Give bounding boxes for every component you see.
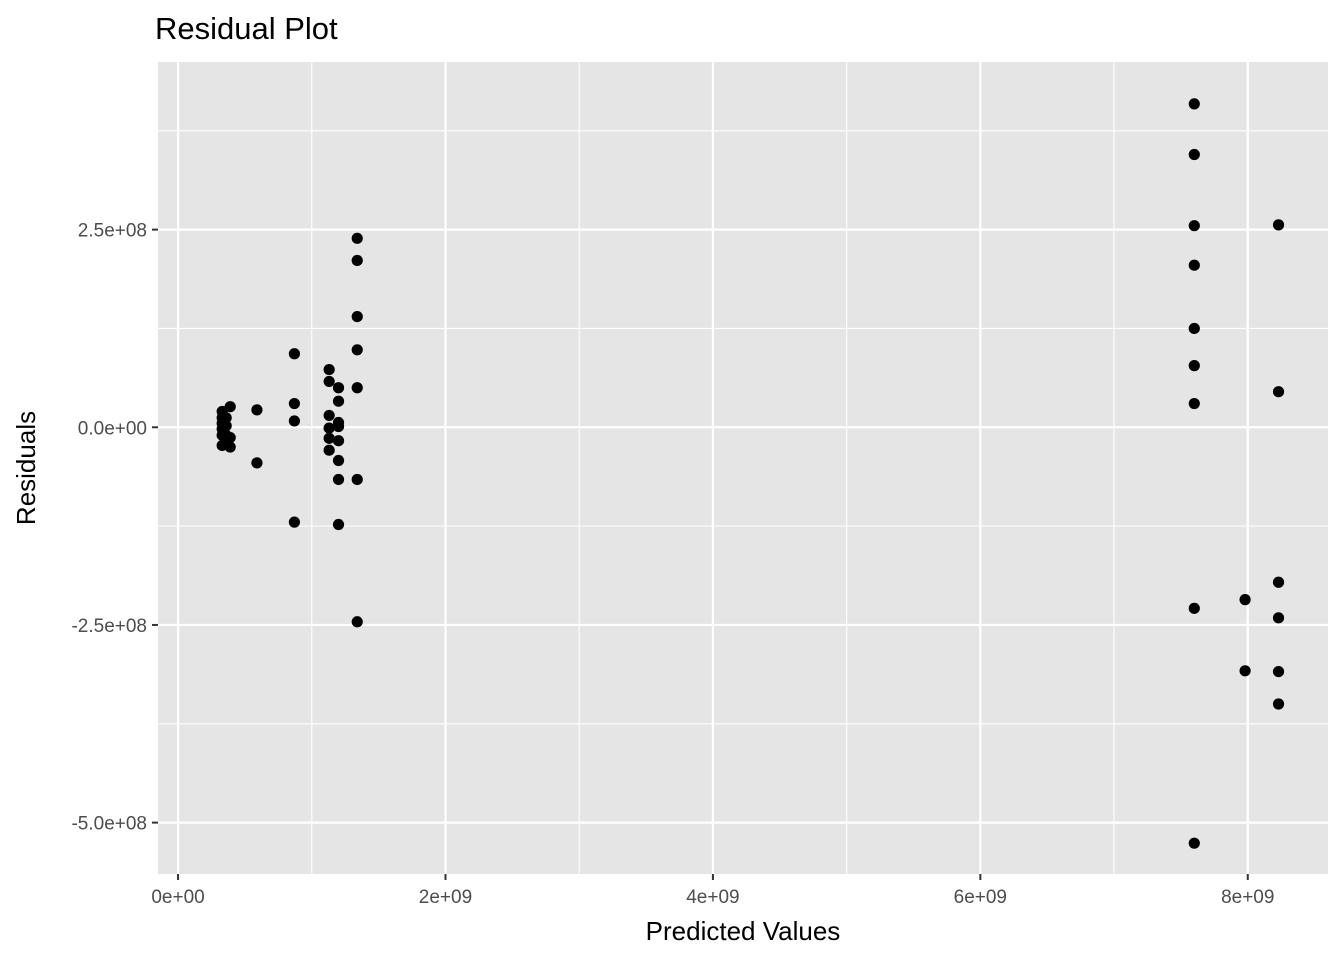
data-point — [332, 395, 345, 407]
data-point — [1188, 360, 1200, 372]
data-point — [323, 409, 335, 422]
data-point — [1272, 576, 1285, 588]
data-point — [332, 518, 345, 531]
x-tick-label: 6e+09 — [954, 887, 1007, 908]
data-point — [351, 310, 363, 323]
data-point — [1188, 602, 1200, 614]
data-point — [1239, 665, 1251, 677]
data-point — [224, 431, 236, 444]
data-point — [251, 457, 263, 469]
data-point — [323, 375, 335, 388]
data-point — [1188, 837, 1200, 849]
data-point — [332, 420, 345, 433]
data-point — [220, 420, 232, 432]
data-point — [220, 412, 232, 424]
y-tick-label: 0.0e+00 — [78, 418, 147, 439]
data-point — [323, 444, 335, 456]
data-point — [351, 616, 363, 628]
y-tick-label: -5.0e+08 — [71, 814, 147, 835]
data-point — [288, 415, 300, 427]
data-point — [351, 344, 363, 356]
data-point — [288, 348, 300, 360]
data-point — [1188, 98, 1200, 110]
data-point — [332, 435, 345, 447]
y-axis-title: Residuals — [11, 411, 41, 525]
gridlines — [158, 62, 1328, 874]
chart-title: Residual Plot — [155, 11, 338, 46]
data-point — [351, 473, 363, 486]
data-point — [351, 382, 363, 394]
data-point — [251, 404, 263, 416]
data-point — [332, 473, 345, 486]
data-point — [1272, 612, 1285, 624]
data-point — [351, 254, 363, 267]
data-points — [216, 98, 1285, 849]
y-tick-label: -2.5e+08 — [71, 616, 147, 637]
axes: 0e+00 2e+09 4e+09 6e+09 8e+09 2.5e+08 0.0e+00 -… — [71, 221, 1274, 908]
data-point — [224, 401, 236, 413]
data-point — [1188, 220, 1200, 232]
data-point — [1272, 665, 1285, 678]
x-axis-title: Predicted Values — [646, 916, 841, 946]
data-point — [323, 363, 335, 376]
x-tick-label: 2e+09 — [419, 887, 472, 908]
data-point — [1272, 386, 1285, 398]
x-tick-label: 4e+09 — [686, 887, 739, 908]
data-point — [1188, 259, 1200, 271]
data-point — [1272, 219, 1285, 231]
data-point — [332, 382, 345, 394]
data-point — [1188, 148, 1200, 161]
data-point — [323, 422, 335, 434]
x-tick-label: 8e+09 — [1221, 887, 1274, 908]
data-point — [332, 454, 345, 467]
y-tick-label: 2.5e+08 — [78, 221, 147, 242]
data-point — [1188, 397, 1200, 410]
plot-panel — [158, 62, 1328, 874]
data-point — [288, 397, 300, 410]
data-point — [1272, 698, 1285, 710]
data-point — [1239, 594, 1251, 606]
data-point — [323, 432, 335, 444]
data-point — [1188, 322, 1200, 335]
data-point — [288, 516, 300, 528]
x-tick-label: 0e+00 — [151, 887, 204, 908]
data-point — [351, 232, 363, 244]
data-point — [224, 441, 236, 453]
